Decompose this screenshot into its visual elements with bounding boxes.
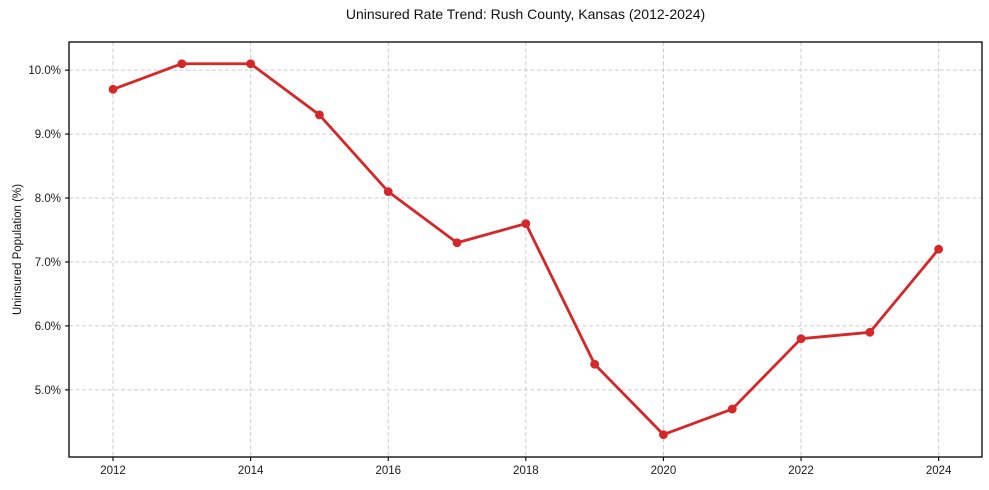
data-point-2016: [383, 187, 393, 197]
data-point-2018: [521, 219, 531, 229]
data-point-2023: [865, 327, 875, 337]
x-tick-label: 2016: [375, 465, 401, 477]
data-point-2015: [315, 110, 324, 120]
x-tick-label: 2020: [651, 465, 677, 477]
trend-line: [111, 62, 941, 437]
data-point-2012: [108, 84, 118, 94]
x-tick-label: 2024: [926, 465, 952, 477]
y-tick-label: 9.0%: [35, 129, 61, 141]
x-tick-label: 2022: [788, 465, 814, 477]
y-tick-label: 7.0%: [35, 257, 61, 269]
data-point-2013: [177, 59, 187, 69]
data-point-2020: [659, 430, 668, 440]
chart-title: Uninsured Rate Trend: Rush County, Kansa…: [346, 6, 705, 22]
data-point-2019: [590, 359, 600, 369]
grid-layer: [69, 42, 982, 457]
data-point-2014: [246, 59, 256, 69]
data-point-2021: [727, 404, 737, 414]
series-layer: [108, 59, 944, 440]
axis-layer: 2012 2014 2016 2018 2020 2022 2024 5.0% 6.0% 7.0%…: [28, 41, 983, 477]
data-point-2022: [796, 334, 806, 344]
y-tick-label: 6.0%: [35, 321, 61, 333]
x-tick-label: 2014: [238, 465, 264, 477]
y-tick-label: 5.0%: [35, 385, 61, 397]
x-tick-label: 2012: [100, 465, 126, 477]
y-tick-label: 8.0%: [35, 193, 61, 205]
y-tick-label: 10.0%: [28, 65, 61, 77]
data-point-2017: [452, 238, 462, 248]
data-point-2024: [934, 244, 944, 254]
y-axis-label: Uninsured Population (%): [12, 184, 24, 315]
x-tick-label: 2018: [513, 465, 539, 477]
